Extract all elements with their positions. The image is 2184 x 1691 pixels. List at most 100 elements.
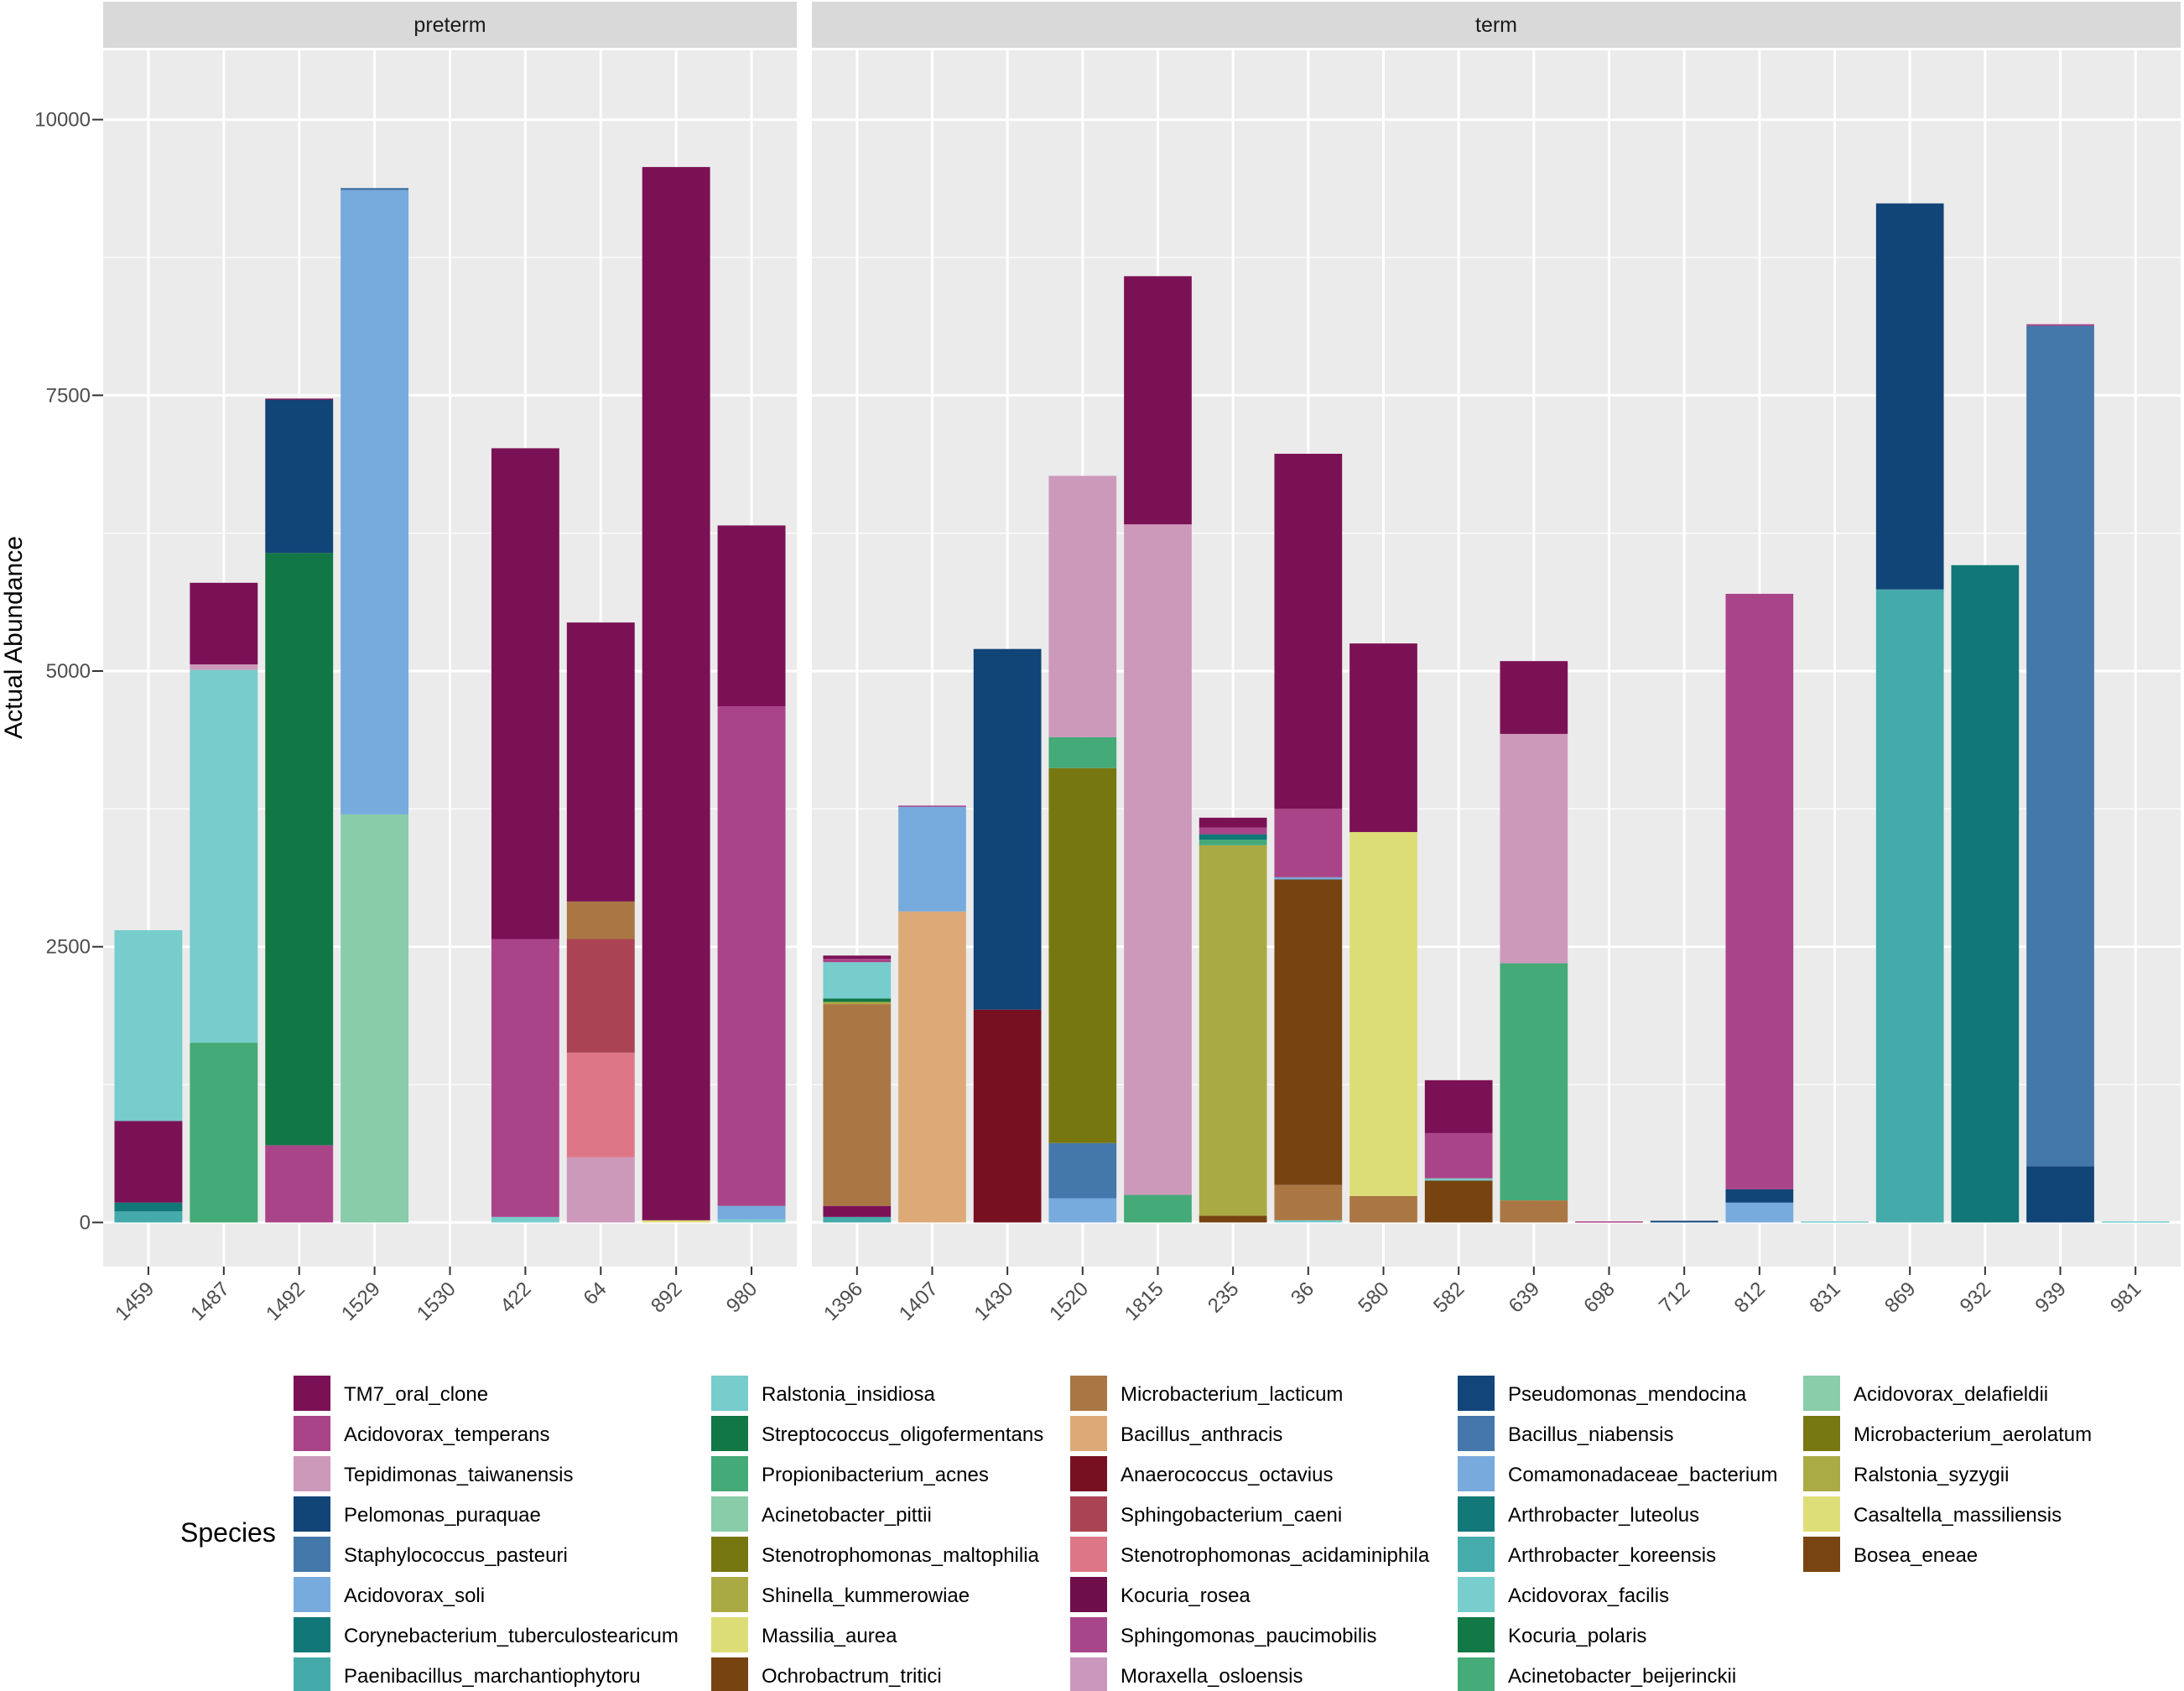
bar-segment-1492-Acidovorax_temperans <box>265 1145 334 1223</box>
legend-key <box>1458 1577 1495 1612</box>
legend-label: Acinetobacter_pittii <box>762 1504 932 1527</box>
bar-segment-64-Tepidimonas_taiwanensis <box>566 1157 635 1223</box>
bar-segment-1492-TM7_oral_clone <box>265 398 334 400</box>
bar-segment-36-Acidovorax_soli <box>1274 877 1343 880</box>
bar-segment-1459-Paenibacillus_marchantiophytoru <box>114 1211 183 1223</box>
bar-segment-1396-TM7_oral_clone <box>823 955 892 960</box>
legend-label: Pseudomonas_mendocina <box>1508 1383 1747 1406</box>
bar-segment-639-TM7_oral_clone <box>1500 661 1568 734</box>
bar-segment-1815-Propionibacterium_acnes <box>1124 1194 1192 1223</box>
bar-segment-639-Tepidimonas_taiwanensis <box>1500 733 1568 964</box>
bar-segment-1396-Paenibacillus_marchantiophytoru <box>823 1216 892 1223</box>
legend-label: Stenotrophomonas_acidaminiphila <box>1121 1544 1430 1567</box>
legend-key <box>1070 1617 1107 1652</box>
legend-title: Species <box>180 1517 276 1548</box>
bar-segment-580-Massilia_aurea <box>1349 831 1417 1196</box>
bar-segment-422-Ralstonia_insidiosa <box>491 1216 559 1223</box>
legend-key <box>1458 1376 1495 1411</box>
bar-segment-1430-Pelomonas_puraquae <box>973 648 1042 1010</box>
y-tick-label: 7500 <box>46 384 91 407</box>
bar-segment-1520-Acidovorax_soli <box>1048 1198 1117 1223</box>
bar-segment-235-Corynebacterium_tuberculostearicum <box>1199 834 1267 840</box>
bar-segment-1520-Staphylococcus_pasteuri <box>1048 1142 1117 1199</box>
bar-segment-580-TM7_oral_clone <box>1349 643 1417 832</box>
bar-segment-869-Pelomonas_puraquae <box>1875 203 1944 590</box>
legend-label: Microbacterium_aerolatum <box>1854 1423 2092 1446</box>
legend-key <box>711 1617 748 1652</box>
y-axis-title: Actual Abundance <box>0 536 28 739</box>
legend-label: TM7_oral_clone <box>344 1383 488 1406</box>
bar-segment-831-Ralstonia_insidiosa <box>1801 1221 1869 1223</box>
bar-segment-1529-Staphylococcus_pasteuri <box>341 188 409 190</box>
bar-segment-235-TM7_oral_clone <box>1199 817 1267 828</box>
bar-segment-1487-Propionibacterium_acnes <box>190 1043 258 1223</box>
bar-segment-980-Ralstonia_insidiosa <box>717 1219 786 1223</box>
legend-label: Corynebacterium_tuberculostearicum <box>344 1625 679 1647</box>
bar-segment-939-Acidovorax_temperans <box>2026 324 2094 326</box>
legend-label: Staphylococcus_pasteuri <box>344 1544 568 1567</box>
legend-label: Arthrobacter_luteolus <box>1508 1504 1699 1527</box>
legend-key <box>1458 1496 1495 1532</box>
legend-label: Tepidimonas_taiwanensis <box>344 1464 574 1486</box>
bar-segment-812-Pelomonas_puraquae <box>1725 1189 1794 1203</box>
legend-key <box>1803 1416 1840 1451</box>
bar-segment-1396-Ralstonia_insidiosa <box>823 962 892 999</box>
legend-label: Ralstonia_insidiosa <box>762 1383 935 1406</box>
bar-segment-892-Massilia_aurea <box>642 1220 710 1223</box>
legend-key <box>294 1496 330 1532</box>
legend-label: Sphingobacterium_caeni <box>1121 1504 1342 1527</box>
legend: TM7_oral_clone Acidovorax_temperans Tepidi… <box>294 1376 2092 1691</box>
bar-segment-36-Microbacterium_lacticum <box>1274 1184 1343 1220</box>
legend-key <box>711 1577 748 1612</box>
bar-segment-980-Acidovorax_temperans <box>717 706 786 1206</box>
bar-segment-812-Acidovorax_soli <box>1725 1202 1794 1223</box>
facet-strip <box>812 2 2181 48</box>
legend-label: Anaerococcus_octavius <box>1121 1464 1333 1486</box>
legend-label: Comamonadaceae_bacterium <box>1508 1464 1778 1486</box>
bar-segment-1529-Acidovorax_soli <box>341 190 409 814</box>
bar-segment-1396-TM7_oral_clone <box>823 1205 892 1217</box>
legend-key <box>1070 1416 1107 1451</box>
bar-segment-980-Acidovorax_soli <box>717 1205 786 1220</box>
bar-segment-1407-Acidovorax_temperans <box>898 805 966 807</box>
legend-key <box>1458 1537 1495 1572</box>
legend-label: Ochrobactrum_tritici <box>762 1665 942 1688</box>
bar-segment-1396-Shinella_kummerowiae <box>823 1002 892 1005</box>
legend-key <box>1458 1416 1495 1451</box>
bar-segment-1520-Tepidimonas_taiwanensis <box>1048 476 1117 737</box>
legend-label: Acidovorax_soli <box>344 1584 485 1607</box>
legend-key <box>1803 1496 1840 1532</box>
bar-segment-235-Propionibacterium_acnes <box>1199 840 1267 846</box>
bar-segment-639-Microbacterium_lacticum <box>1500 1200 1568 1223</box>
bar-segment-1396-Microbacterium_lacticum <box>823 1004 892 1206</box>
legend-key <box>294 1416 330 1451</box>
legend-label: Casaltella_massiliensis <box>1854 1504 2062 1527</box>
bar-segment-1520-Stenotrophomonas_maltophilia <box>1048 767 1117 1143</box>
bar-segment-1459-Ralstonia_insidiosa <box>114 929 183 1121</box>
bar-segment-1407-Bacillus_anthracis <box>898 911 966 1223</box>
bar-segment-1487-Ralstonia_insidiosa <box>190 669 258 1043</box>
legend-label: Shinella_kummerowiae <box>762 1584 970 1607</box>
facet-strip-label: term <box>1475 13 1517 37</box>
y-tick-label: 5000 <box>46 660 91 683</box>
y-tick-label: 0 <box>80 1211 91 1234</box>
bar-segment-981-Ralstonia_insidiosa <box>2101 1221 2170 1223</box>
legend-key <box>1070 1657 1107 1691</box>
bar-segment-698-Acidovorax_temperans <box>1575 1221 1643 1223</box>
bar-segment-712-Pelomonas_puraquae <box>1650 1220 1719 1223</box>
legend-label: Kocuria_polaris <box>1508 1625 1646 1647</box>
legend-key <box>711 1496 748 1532</box>
bar-segment-869-Paenibacillus_marchantiophytoru <box>1875 589 1944 1223</box>
legend-label: Moraxella_osloensis <box>1121 1665 1303 1688</box>
legend-label: Pelomonas_puraquae <box>344 1504 541 1527</box>
legend-label: Streptococcus_oligofermentans <box>762 1423 1043 1446</box>
bar-segment-639-Propionibacterium_acnes <box>1500 963 1568 1201</box>
bar-segment-1815-Tepidimonas_taiwanensis <box>1124 524 1192 1195</box>
legend-key <box>294 1537 330 1572</box>
legend-label: Acidovorax_temperans <box>344 1423 549 1446</box>
legend-key <box>1803 1456 1840 1491</box>
y-axis-ticks: 0 2500 5000 7500 10000 <box>34 109 103 1234</box>
